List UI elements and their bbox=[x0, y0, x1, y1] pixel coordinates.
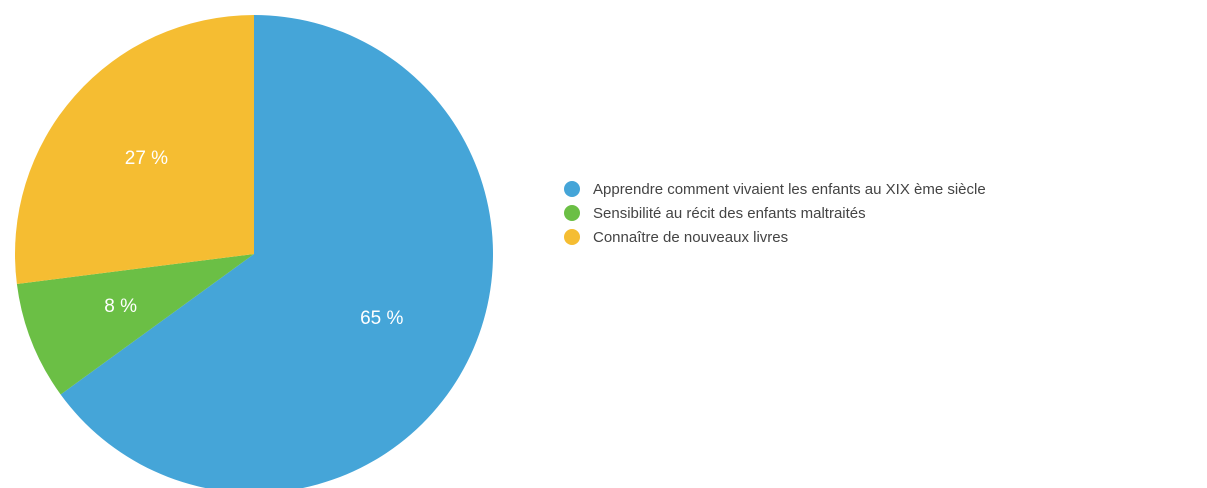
legend-label-2: Sensibilité au récit des enfants maltrai… bbox=[593, 204, 866, 222]
slice-label-1: 65 % bbox=[360, 308, 403, 329]
legend-marker-3 bbox=[564, 229, 580, 245]
pie-chart: 65 % 8 % 27 % bbox=[14, 15, 493, 488]
legend-item-2[interactable]: Sensibilité au récit des enfants maltrai… bbox=[564, 201, 986, 225]
pie-slice-1[interactable] bbox=[60, 15, 493, 488]
pie-slice-labels: 65 % 8 % 27 % bbox=[104, 148, 403, 329]
legend-marker-2 bbox=[564, 205, 580, 221]
legend: Apprendre comment vivaient les enfants a… bbox=[564, 177, 986, 249]
slice-label-2: 8 % bbox=[104, 296, 137, 317]
pie-slice-2[interactable] bbox=[16, 254, 255, 395]
legend-label-1: Apprendre comment vivaient les enfants a… bbox=[593, 180, 986, 198]
pie-slice-3[interactable] bbox=[14, 15, 254, 284]
legend-marker-1 bbox=[564, 181, 580, 197]
pie-slices bbox=[14, 15, 493, 488]
slice-label-3: 27 % bbox=[125, 148, 168, 169]
legend-item-1[interactable]: Apprendre comment vivaient les enfants a… bbox=[564, 177, 986, 201]
legend-label-3: Connaître de nouveaux livres bbox=[593, 228, 789, 246]
legend-item-3[interactable]: Connaître de nouveaux livres bbox=[564, 225, 986, 249]
